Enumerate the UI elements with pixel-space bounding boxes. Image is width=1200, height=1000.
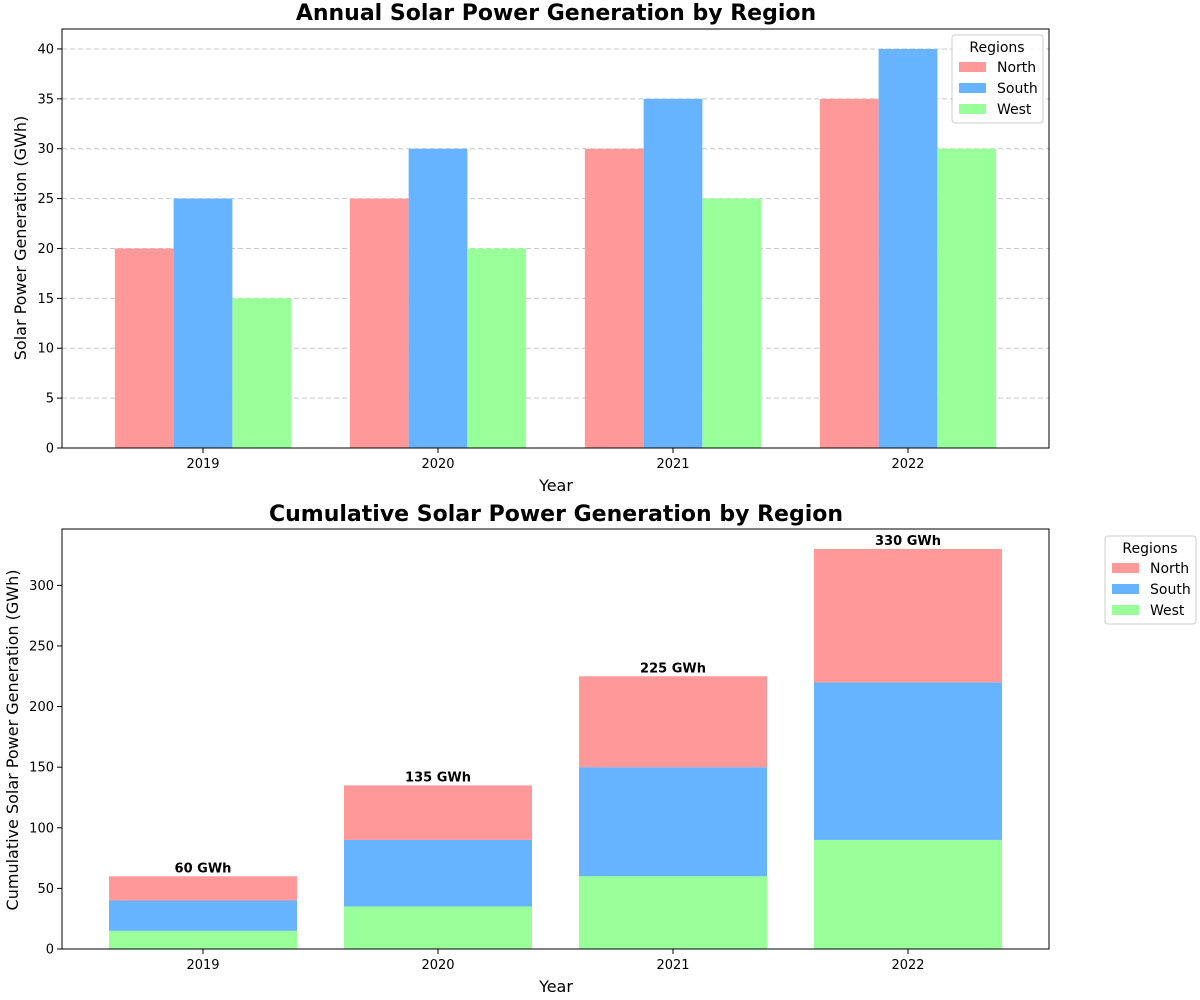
cumulative-legend-swatch-west (1112, 605, 1139, 615)
annual-x-axis: 2019 2020 2021 2022 (186, 448, 925, 472)
annual-bar-north-2021 (584, 148, 644, 448)
cumulative-bar-south-2022 (814, 682, 1002, 840)
cumulative-plot-frame (61, 528, 1050, 950)
annual-x-tick-label: 2021 (656, 457, 689, 472)
annual-y-tick-label: 0 (46, 442, 54, 457)
annual-chart: Annual Solar Power Generation by Region … (11, 1, 1050, 495)
annual-legend-label-south: South (997, 81, 1038, 97)
annual-bar-south-2022 (878, 48, 938, 448)
cumulative-bar-north-2021 (579, 676, 767, 768)
cumulative-legend-title: Regions (1122, 541, 1177, 557)
cumulative-x-tick-label: 2022 (891, 958, 924, 973)
annual-y-tick-label: 30 (37, 142, 54, 157)
annual-legend-title: Regions (969, 40, 1024, 56)
cumulative-bar-south-2021 (579, 767, 767, 877)
annual-bar-south-2020 (408, 148, 468, 448)
cumulative-y-tick-label: 150 (29, 761, 54, 776)
annual-legend-swatch-north (959, 62, 986, 72)
annual-y-tick-label: 25 (37, 192, 54, 207)
cumulative-bars (109, 549, 1002, 949)
annual-y-tick-label: 20 (37, 242, 54, 257)
annual-x-axis-label: Year (538, 476, 573, 495)
annual-chart-title: Annual Solar Power Generation by Region (296, 1, 816, 26)
annual-bar-south-2019 (173, 198, 233, 448)
cumulative-legend-label-north: North (1150, 561, 1189, 577)
cumulative-y-axis: 0 50 100 150 200 250 300 (29, 579, 62, 958)
cumulative-y-tick-label: 50 (37, 882, 54, 897)
cumulative-legend-swatch-south (1112, 584, 1139, 594)
annual-bar-west-2021 (702, 198, 762, 448)
annual-plot-frame (61, 28, 1050, 449)
cumulative-y-tick-label: 250 (29, 639, 54, 654)
cumulative-total-label: 330 GWh (875, 534, 941, 549)
cumulative-y-tick-label: 300 (29, 579, 54, 594)
cumulative-x-axis-label: Year (538, 977, 573, 996)
cumulative-bar-west-2021 (579, 876, 767, 949)
annual-legend: Regions North South West (951, 34, 1044, 124)
annual-y-axis-label: Solar Power Generation (GWh) (11, 116, 30, 361)
cumulative-total-labels: 60 GWh 135 GWh 225 GWh 330 GWh (175, 534, 941, 876)
cumulative-legend-label-south: South (1150, 582, 1191, 598)
annual-y-tick-label: 15 (37, 292, 54, 307)
cumulative-total-label: 135 GWh (405, 770, 471, 785)
cumulative-bar-west-2020 (344, 906, 532, 949)
cumulative-total-label: 60 GWh (175, 861, 232, 876)
cumulative-chart-title: Cumulative Solar Power Generation by Reg… (269, 502, 843, 527)
cumulative-legend-box (1104, 535, 1197, 625)
cumulative-bar-north-2019 (109, 876, 297, 901)
cumulative-bar-south-2019 (109, 900, 297, 931)
annual-bar-north-2020 (349, 198, 409, 448)
cumulative-x-tick-label: 2020 (421, 958, 454, 973)
cumulative-y-tick-label: 200 (29, 700, 54, 715)
cumulative-bar-west-2022 (814, 839, 1002, 949)
annual-y-axis: 0 5 10 15 20 25 30 35 40 (37, 42, 62, 457)
cumulative-bar-south-2020 (344, 839, 532, 907)
cumulative-bar-north-2020 (344, 785, 532, 840)
annual-x-tick-label: 2019 (186, 457, 219, 472)
cumulative-chart: Cumulative Solar Power Generation by Reg… (3, 502, 1197, 996)
annual-bar-west-2020 (467, 248, 527, 448)
cumulative-y-axis-label: Cumulative Solar Power Generation (GWh) (3, 570, 22, 911)
cumulative-bar-north-2022 (814, 549, 1002, 683)
cumulative-y-tick-label: 0 (46, 943, 54, 958)
cumulative-total-label: 225 GWh (640, 661, 706, 676)
annual-x-tick-label: 2022 (891, 457, 924, 472)
annual-bars (114, 48, 997, 448)
annual-y-tick-label: 35 (37, 92, 54, 107)
annual-bar-north-2019 (114, 248, 174, 448)
cumulative-x-tick-label: 2021 (656, 958, 689, 973)
annual-legend-box (951, 34, 1044, 124)
cumulative-x-tick-label: 2019 (186, 958, 219, 973)
cumulative-bar-west-2019 (109, 930, 297, 949)
annual-bar-west-2019 (232, 298, 292, 448)
annual-legend-swatch-west (959, 104, 986, 114)
cumulative-legend-label-west: West (1150, 603, 1185, 619)
cumulative-x-axis: 2019 2020 2021 2022 (186, 949, 925, 973)
annual-y-tick-label: 10 (37, 342, 54, 357)
annual-bar-south-2021 (643, 98, 703, 448)
annual-legend-label-west: West (997, 102, 1032, 118)
annual-y-tick-label: 5 (46, 392, 54, 407)
annual-bar-west-2022 (937, 148, 997, 448)
annual-y-tick-label: 40 (37, 42, 54, 57)
cumulative-legend-swatch-north (1112, 563, 1139, 573)
cumulative-legend: Regions North South West (1104, 535, 1197, 625)
annual-legend-label-north: North (997, 60, 1036, 76)
annual-bar-north-2022 (819, 98, 879, 448)
annual-x-tick-label: 2020 (421, 457, 454, 472)
cumulative-y-tick-label: 100 (29, 821, 54, 836)
annual-legend-swatch-south (959, 83, 986, 93)
